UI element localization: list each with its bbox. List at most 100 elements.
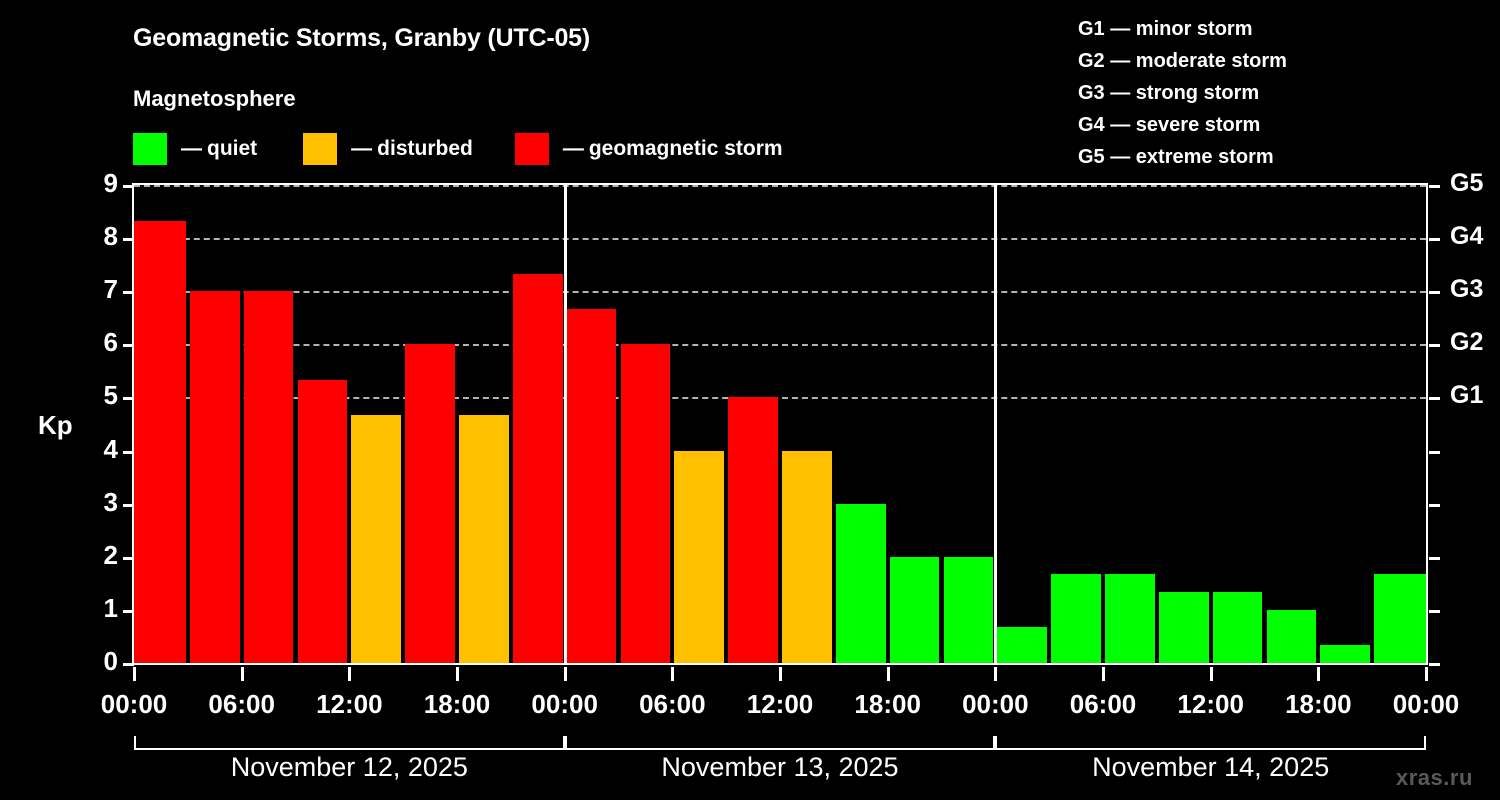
gscale-legend: G1 — minor storm G2 — moderate storm G3 …: [1078, 13, 1287, 173]
g-tick-label-G5: G5: [1450, 169, 1484, 197]
bar: [782, 450, 832, 663]
date-label-1: November 12, 2025: [230, 752, 468, 782]
day-separator-1: [563, 185, 567, 663]
gridline-kp-9: [134, 185, 1426, 187]
x-tick-label-7: 18:00: [854, 689, 921, 719]
y-tick-mark-9: [123, 185, 134, 188]
y-tick-mark-6: [123, 344, 134, 348]
bar: [1266, 609, 1317, 663]
bar: [297, 379, 348, 663]
g-tick-mark-G4: [1429, 238, 1440, 242]
bar: [835, 503, 886, 663]
gridline-kp-7: [134, 291, 1426, 294]
g-tick-label-G2: G2: [1450, 328, 1484, 357]
g-tick-label-G3: G3: [1450, 275, 1484, 304]
x-tick-label-5: 06:00: [639, 689, 706, 719]
x-tick-mark-9: [1102, 667, 1105, 681]
x-tick-mark-6: [779, 667, 782, 681]
x-tick-label-0: 00:00: [100, 689, 168, 719]
g-tick-mark-G5: [1429, 185, 1440, 188]
page-title: Geomagnetic Storms, Granby (UTC-05): [133, 24, 590, 52]
x-tick-mark-5: [671, 667, 675, 681]
bar: [997, 627, 1048, 663]
bar: [566, 308, 617, 663]
x-tick-label-9: 06:00: [1069, 689, 1137, 719]
plot-area: [132, 183, 1428, 665]
g-tick-label-G1: G1: [1450, 381, 1484, 410]
y-axis-label: Kp: [38, 410, 73, 440]
legend-dash: —: [351, 137, 373, 160]
y-tick-mark-0: [123, 663, 134, 666]
g-tick-mark-G3: [1429, 291, 1440, 295]
bar: [728, 397, 778, 663]
bar: [674, 450, 725, 663]
date-label-3: November 14, 2025: [1092, 752, 1330, 782]
g-tick-mark-minor-3: [1429, 503, 1440, 507]
x-tick-label-12: 00:00: [1392, 689, 1460, 719]
legend-label-disturbed: disturbed: [377, 137, 473, 160]
gridline-kp-5: [134, 397, 1426, 400]
red-square-swatch: [514, 133, 549, 165]
day-separator-2: [994, 185, 998, 663]
g-tick-mark-minor-4: [1429, 450, 1440, 454]
activity-legend: — quiet — disturbed — geomagnetic storm: [133, 133, 783, 165]
legend-dash: —: [562, 137, 584, 160]
x-tick-mark-3: [456, 667, 459, 681]
bar: [1158, 592, 1209, 663]
legend-item-storm: — geomagnetic storm: [514, 133, 783, 165]
gscale-row-g5: G5 — extreme storm: [1078, 146, 1274, 168]
y-tick-mark-1: [123, 609, 134, 613]
bar: [134, 220, 186, 663]
g-tick-label-G4: G4: [1450, 222, 1484, 251]
bar: [1051, 574, 1101, 663]
gridline-kp-6: [134, 344, 1426, 347]
bar: [889, 556, 940, 663]
y-tick-label-4: 4: [103, 433, 118, 464]
x-tick-label-2: 12:00: [316, 689, 383, 719]
bar: [243, 291, 294, 663]
x-tick-label-1: 06:00: [208, 689, 275, 719]
bar: [1212, 592, 1263, 663]
x-tick-mark-1: [240, 667, 244, 681]
bar: [620, 344, 671, 663]
x-tick-label-6: 12:00: [746, 689, 814, 719]
bar: [512, 273, 563, 663]
x-tick-mark-0: [133, 667, 136, 681]
g-tick-mark-minor-1: [1429, 609, 1440, 613]
y-tick-label-7: 7: [103, 274, 118, 305]
bar: [459, 414, 509, 663]
gscale-row-g2: G2 — moderate storm: [1078, 50, 1287, 72]
y-tick-mark-7: [123, 291, 134, 295]
x-tick-mark-11: [1317, 667, 1321, 681]
legend-item-disturbed: — disturbed: [303, 133, 473, 165]
gscale-row-g1: G1 — minor storm: [1078, 18, 1253, 40]
g-tick-mark-G1: [1429, 397, 1440, 401]
bar: [189, 291, 240, 663]
bar: [943, 556, 994, 663]
legend-item-quiet: — quiet: [133, 133, 257, 165]
g-tick-mark-G2: [1429, 344, 1440, 348]
y-tick-label-5: 5: [103, 380, 118, 411]
x-tick-label-10: 12:00: [1177, 689, 1244, 719]
y-tick-mark-3: [123, 503, 134, 507]
g-tick-mark-minor-0: [1429, 663, 1440, 666]
gridline-kp-8: [134, 238, 1426, 241]
date-band-3: [995, 736, 1426, 750]
subsystem-label: Magnetosphere: [133, 86, 296, 111]
watermark: xras.ru: [1396, 765, 1473, 790]
legend-label-storm: geomagnetic storm: [588, 137, 783, 160]
legend-label-quiet: quiet: [207, 137, 258, 160]
x-tick-label-3: 18:00: [423, 689, 491, 719]
y-tick-mark-8: [123, 238, 134, 242]
g-tick-mark-minor-2: [1429, 556, 1440, 560]
gscale-row-g3: G3 — strong storm: [1078, 82, 1260, 104]
x-tick-mark-7: [886, 667, 890, 681]
date-band-1: [134, 736, 565, 750]
y-tick-mark-4: [123, 450, 134, 454]
y-tick-label-6: 6: [103, 327, 118, 358]
bar-series: [134, 185, 1426, 663]
y-tick-mark-5: [123, 397, 134, 401]
y-tick-label-0: 0: [103, 646, 118, 676]
gscale-row-g4: G4 — severe storm: [1078, 114, 1261, 136]
